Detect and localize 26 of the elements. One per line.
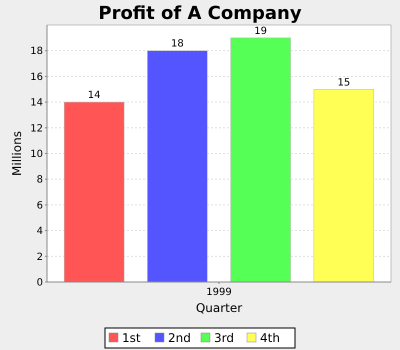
data-label: 15	[337, 77, 350, 88]
y-tick-label: 14	[30, 98, 43, 109]
bar	[64, 102, 124, 282]
y-tick-label: 18	[30, 46, 43, 58]
bar	[314, 89, 374, 282]
y-axis-title: Millions	[10, 131, 24, 176]
y-tick-label: 16	[30, 72, 43, 83]
x-axis-title: Quarter	[196, 301, 242, 315]
y-tick-label: 2	[36, 252, 43, 263]
legend-label: 3rd	[214, 331, 234, 345]
y-tick-label: 4	[36, 226, 43, 238]
data-label: 18	[171, 38, 184, 50]
y-tick-label: 8	[36, 174, 43, 186]
bar	[147, 50, 208, 282]
x-tick-label: 1999	[206, 287, 232, 298]
legend-label: 2nd	[168, 331, 191, 345]
y-tick-label: 10	[30, 149, 43, 160]
y-tick-label: 12	[30, 123, 43, 134]
bar	[230, 38, 291, 282]
legend-label: 1st	[122, 331, 141, 345]
y-tick-label: 6	[36, 200, 43, 212]
legend-label: 4th	[260, 331, 280, 345]
y-tick-label: 0	[36, 278, 43, 288]
chart-title: Profit of A Company	[98, 3, 302, 24]
data-label: 14	[88, 90, 101, 102]
data-label: 19	[254, 26, 267, 37]
